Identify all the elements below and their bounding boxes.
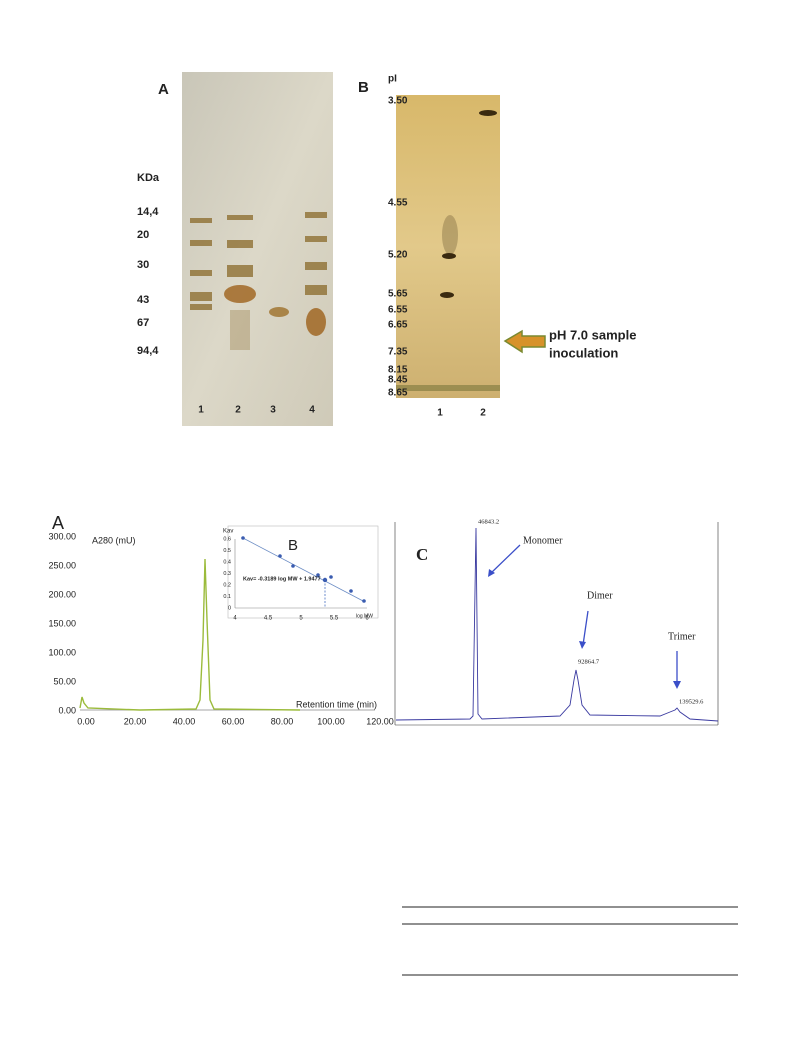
marker-label: 4.55 bbox=[388, 198, 408, 209]
gel-a-image bbox=[182, 72, 333, 426]
marker-label: 8.65 bbox=[388, 388, 408, 399]
x-axis-label: Retention time (min) bbox=[296, 699, 377, 709]
y-tick-label: 0.00 bbox=[58, 705, 76, 715]
panel-label: C bbox=[416, 545, 428, 564]
annotation: inoculation bbox=[549, 345, 618, 360]
gel-b-image bbox=[396, 95, 500, 398]
lane-label: 3 bbox=[270, 405, 276, 416]
y-tick-label: 0.2 bbox=[223, 582, 231, 588]
marker-label: 30 bbox=[137, 259, 149, 271]
x-tick-label: 6 bbox=[365, 616, 369, 622]
y-tick-label: 0.6 bbox=[223, 536, 231, 542]
y-tick-label: 100.00 bbox=[48, 647, 76, 657]
mass-spectrum: C bbox=[394, 522, 719, 726]
x-tick-label: 5 bbox=[299, 616, 303, 622]
equation: Kav= -0.3189 log MW + 1.9477 bbox=[243, 576, 321, 582]
x-axis-label: log MW bbox=[356, 613, 373, 619]
x-tick-label: 4.5 bbox=[264, 616, 273, 622]
marker-label: 6.65 bbox=[388, 320, 408, 331]
lane-label: 1 bbox=[198, 405, 204, 416]
y-tick-label: 250.00 bbox=[48, 560, 76, 570]
peak-name: Trimer bbox=[668, 631, 696, 642]
x-tick-label: 60.00 bbox=[222, 716, 245, 726]
panel-label: B bbox=[288, 537, 298, 554]
y-tick-label: 300.00 bbox=[48, 531, 76, 541]
marker-label: 3.50 bbox=[388, 96, 408, 107]
y-tick-label: 0 bbox=[228, 605, 231, 611]
x-tick-label: 0.00 bbox=[77, 716, 95, 726]
y-tick-label: 0.5 bbox=[223, 548, 231, 554]
marker-label: 7.35 bbox=[388, 347, 408, 358]
gel-a: A KDa bbox=[137, 72, 333, 426]
marker-label: 8.15 bbox=[388, 365, 408, 376]
marker-label: 6.55 bbox=[388, 305, 408, 316]
marker-label: 8.45 bbox=[388, 375, 408, 386]
x-tick-label: 40.00 bbox=[173, 716, 196, 726]
y-tick-label: 0.4 bbox=[223, 559, 231, 565]
x-tick-label: 100.00 bbox=[317, 716, 345, 726]
y-tick-label: 200.00 bbox=[48, 589, 76, 599]
chromatogram: A A280 (mU) Retention time (min) bbox=[52, 513, 377, 711]
marker-label: 5.65 bbox=[388, 289, 408, 300]
y-tick-label: 0.1 bbox=[223, 594, 231, 600]
y-axis-label: A280 (mU) bbox=[92, 535, 136, 545]
lane-label: 1 bbox=[437, 408, 443, 419]
marker-label: 5.20 bbox=[388, 250, 408, 261]
y-tick-label: 150.00 bbox=[48, 618, 76, 628]
y-tick-label: 0.3 bbox=[223, 571, 231, 577]
marker-label: 94,4 bbox=[137, 345, 159, 357]
gel-b: B pI pH 7.0 sample inoculation bbox=[358, 74, 636, 398]
spectrum-trace bbox=[395, 527, 719, 722]
arrow bbox=[503, 329, 546, 354]
panel-label: B bbox=[358, 79, 369, 96]
axis-label: pI bbox=[388, 74, 397, 85]
panel-label: A bbox=[158, 81, 169, 98]
marker-label: 43 bbox=[137, 294, 149, 306]
marker-label: 20 bbox=[137, 229, 149, 241]
marker-label: 67 bbox=[137, 317, 149, 329]
trace bbox=[79, 558, 301, 711]
unit-label: KDa bbox=[137, 172, 160, 184]
lane-label: 2 bbox=[480, 408, 486, 419]
x-tick-label: 4 bbox=[233, 616, 237, 622]
marker-label: 14,4 bbox=[137, 206, 159, 218]
x-tick-label: 80.00 bbox=[271, 716, 294, 726]
peak-value: 92864.7 bbox=[578, 658, 600, 665]
table-rules bbox=[402, 906, 738, 976]
y-tick-label: 50.00 bbox=[53, 676, 76, 686]
peak-value: 46843.2 bbox=[478, 518, 499, 525]
peak-name: Dimer bbox=[587, 590, 613, 601]
inset: B Kav log MW Kav= -0.3189 log MW + 1.947… bbox=[223, 525, 379, 619]
x-tick-label: 5.5 bbox=[330, 616, 339, 622]
lane-label: 4 bbox=[309, 405, 315, 416]
y-axis-label: Kav bbox=[223, 529, 233, 535]
x-tick-label: 20.00 bbox=[124, 716, 147, 726]
peak-name: Monomer bbox=[523, 535, 563, 546]
annotation: pH 7.0 sample bbox=[549, 327, 636, 342]
inset-frame bbox=[227, 525, 379, 619]
lane-label: 2 bbox=[235, 405, 241, 416]
panel-label: A bbox=[52, 513, 64, 533]
peak-value: 139529.6 bbox=[679, 698, 704, 705]
x-tick-label: 120.00 bbox=[366, 716, 394, 726]
